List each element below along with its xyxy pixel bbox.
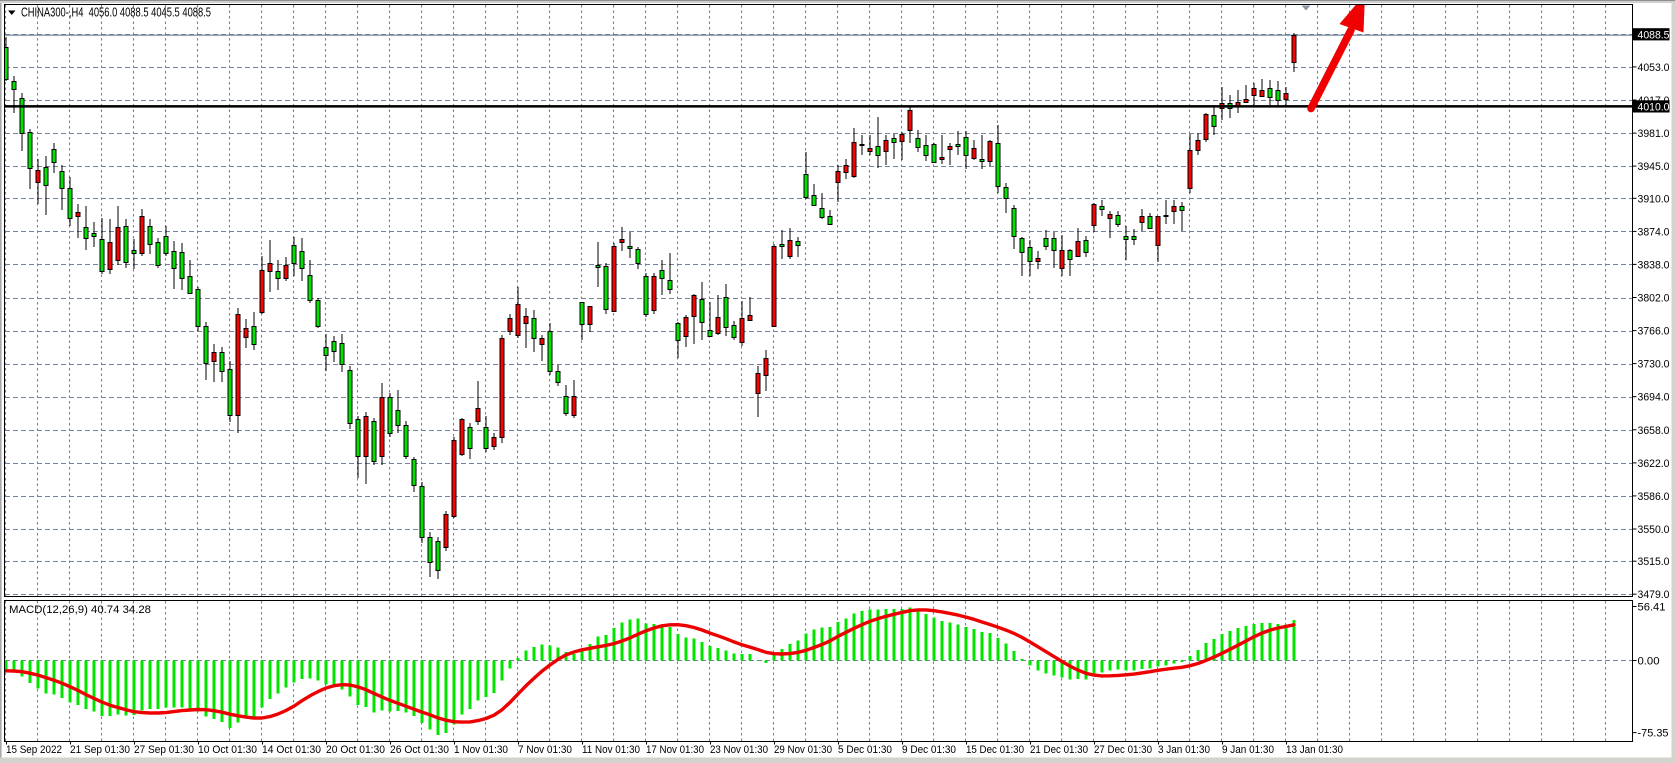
svg-text:CHINA300-,H4 4056.0 4088.5 40: CHINA300-,H4 4056.0 4088.5 4045.5 4088.5 [21,6,211,20]
svg-text:14 Oct 01:30: 14 Oct 01:30 [262,744,321,756]
svg-text:3910.0: 3910.0 [1638,193,1670,205]
svg-text:21 Sep 01:30: 21 Sep 01:30 [70,744,130,756]
svg-text:9 Dec 01:30: 9 Dec 01:30 [902,744,956,756]
svg-text:4017.0: 4017.0 [1638,95,1670,107]
svg-text:3550.0: 3550.0 [1638,524,1670,536]
svg-text:11 Nov 01:30: 11 Nov 01:30 [582,744,640,756]
svg-text:4088.5: 4088.5 [1638,29,1670,41]
svg-text:4010.0: 4010.0 [1638,101,1670,113]
svg-text:13 Jan 01:30: 13 Jan 01:30 [1286,744,1343,756]
svg-text:10 Oct 01:30: 10 Oct 01:30 [198,744,257,756]
svg-text:3838.0: 3838.0 [1638,259,1670,271]
svg-text:27 Dec 01:30: 27 Dec 01:30 [1094,744,1152,756]
svg-text:3945.0: 3945.0 [1638,161,1670,173]
svg-text:MACD(12,26,9) 40.74 34.28: MACD(12,26,9) 40.74 34.28 [9,604,151,616]
svg-text:3586.0: 3586.0 [1638,491,1670,503]
svg-text:5 Dec 01:30: 5 Dec 01:30 [838,744,892,756]
svg-text:0.00: 0.00 [1638,656,1660,668]
svg-text:3981.0: 3981.0 [1638,128,1670,140]
svg-text:-75.35: -75.35 [1638,728,1669,740]
svg-text:3479.0: 3479.0 [1638,589,1670,601]
svg-text:23 Nov 01:30: 23 Nov 01:30 [710,744,768,756]
svg-text:1 Nov 01:30: 1 Nov 01:30 [454,744,508,756]
svg-text:20 Oct 01:30: 20 Oct 01:30 [326,744,385,756]
svg-text:29 Nov 01:30: 29 Nov 01:30 [774,744,832,756]
svg-text:3730.0: 3730.0 [1638,359,1670,371]
svg-text:56.41: 56.41 [1638,602,1666,614]
svg-text:4053.0: 4053.0 [1638,62,1670,74]
svg-text:3658.0: 3658.0 [1638,425,1670,437]
svg-text:3874.0: 3874.0 [1638,226,1670,238]
svg-text:3766.0: 3766.0 [1638,326,1670,338]
svg-text:3515.0: 3515.0 [1638,556,1670,568]
svg-text:3694.0: 3694.0 [1638,392,1670,404]
svg-text:3 Jan 01:30: 3 Jan 01:30 [1158,744,1210,756]
svg-text:15 Sep 2022: 15 Sep 2022 [6,744,62,756]
svg-text:9 Jan 01:30: 9 Jan 01:30 [1222,744,1274,756]
svg-text:3622.0: 3622.0 [1638,458,1670,470]
svg-text:15 Dec 01:30: 15 Dec 01:30 [966,744,1024,756]
svg-text:27 Sep 01:30: 27 Sep 01:30 [134,744,194,756]
svg-text:17 Nov 01:30: 17 Nov 01:30 [646,744,704,756]
svg-text:3802.0: 3802.0 [1638,293,1670,305]
svg-text:26 Oct 01:30: 26 Oct 01:30 [390,744,449,756]
svg-text:7 Nov 01:30: 7 Nov 01:30 [518,744,572,756]
svg-text:21 Dec 01:30: 21 Dec 01:30 [1030,744,1088,756]
